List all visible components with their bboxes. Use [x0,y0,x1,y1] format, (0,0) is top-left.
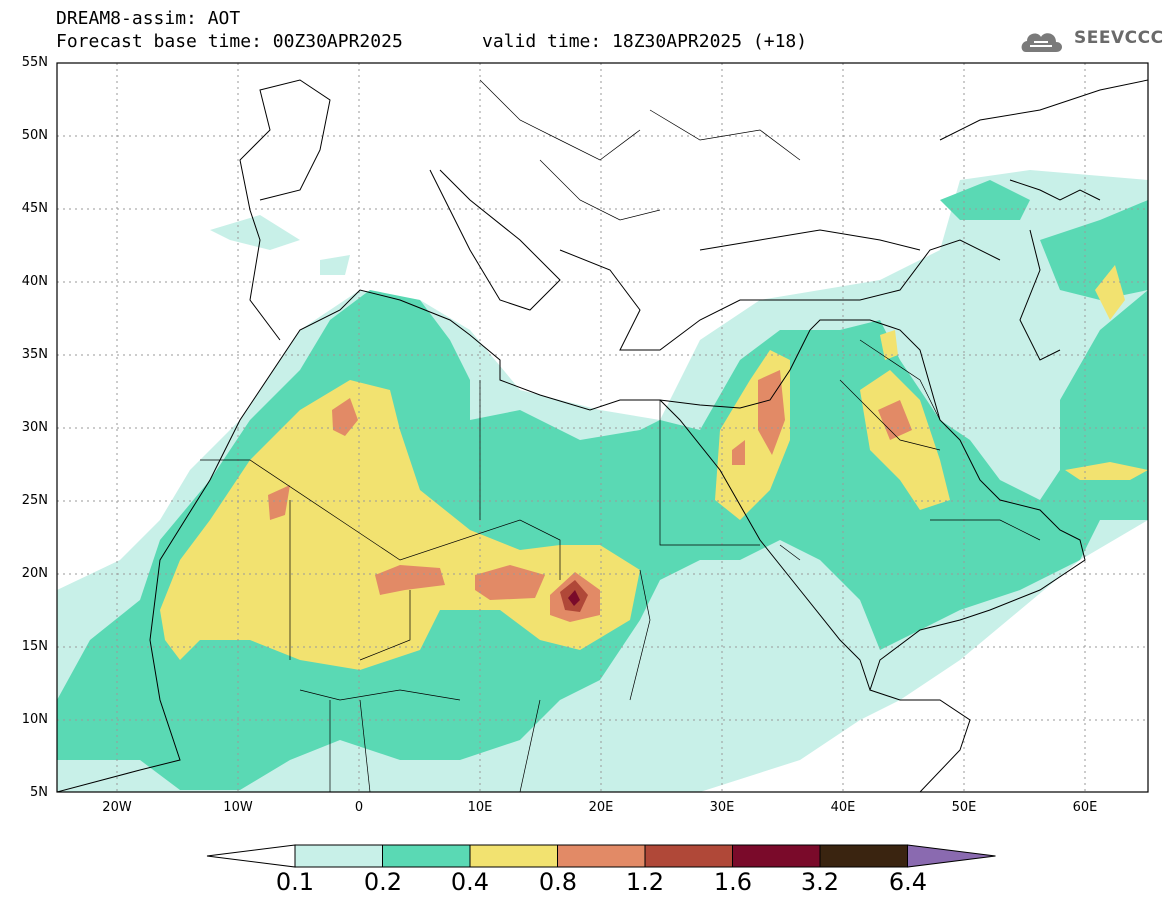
lat-label: 40N [21,274,48,289]
lat-label: 15N [21,639,48,654]
valid-time: valid time: 18Z30APR2025 (+18) [482,31,808,52]
colorbar-label: 1.6 [713,868,753,896]
colorbar-label: 0.4 [450,868,490,896]
cloud-logo-icon [1021,33,1062,52]
colorbar-label: 0.2 [363,868,403,896]
colorbar-label: 1.2 [625,868,665,896]
lon-label: 60E [1072,800,1098,815]
colorbar-label: 0.1 [275,868,315,896]
lat-label: 20N [21,566,48,581]
lon-label: 0 [354,800,364,815]
logo-text: SEEVCCC [1074,28,1164,48]
lon-label: 20E [588,800,614,815]
coastlines [57,79,1148,792]
map-title: DREAM8-assim: AOT [56,8,241,29]
graticule [57,63,1148,792]
lat-label: 30N [21,420,48,435]
colorbar-label: 6.4 [888,868,928,896]
lon-label: 10E [467,800,493,815]
lon-label: 10W [223,800,253,815]
aot-level-0.8 [268,370,912,622]
borders [200,79,1041,792]
base-time: Forecast base time: 00Z30APR2025 [56,31,403,52]
colorbar-label: 0.8 [538,868,578,896]
lat-label: 50N [21,128,48,143]
lon-label: 50E [951,800,977,815]
lat-label: 55N [21,55,48,70]
lat-label: 25N [21,493,48,508]
lon-label: 20W [102,800,132,815]
lat-label: 35N [21,347,48,362]
colorbar-label: 3.2 [800,868,840,896]
plot-frame [56,62,1149,793]
lon-label: 30E [709,800,735,815]
lat-label: 45N [21,201,48,216]
lat-label: 10N [21,712,48,727]
aot-level-1.6 [568,590,580,606]
lat-label: 5N [30,785,48,800]
lon-label: 40E [830,800,856,815]
